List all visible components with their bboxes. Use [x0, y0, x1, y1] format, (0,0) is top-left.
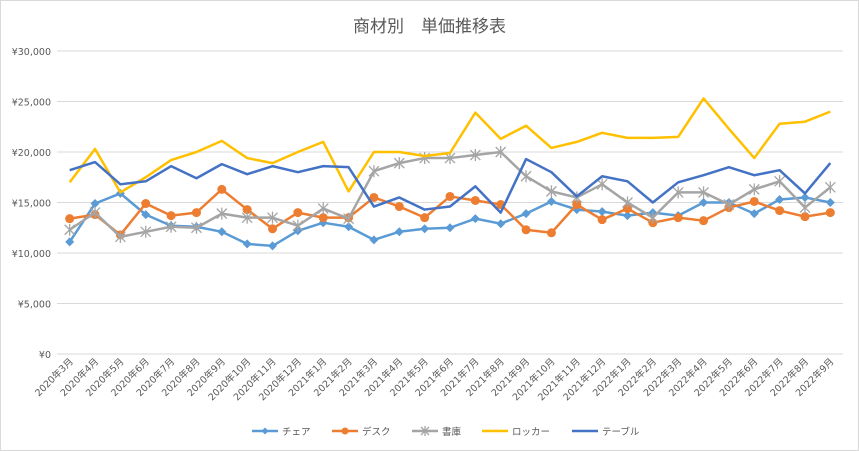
- data-point: [672, 186, 684, 199]
- data-point: [292, 219, 304, 232]
- data-point: [89, 206, 101, 219]
- data-point: [622, 204, 632, 214]
- legend-label: ロッカー: [512, 427, 550, 438]
- data-point: [622, 211, 632, 221]
- data-point: [749, 209, 759, 219]
- data-point: [393, 157, 405, 170]
- data-point: [723, 198, 735, 211]
- data-point: [318, 213, 328, 223]
- data-point: [216, 207, 228, 220]
- data-point: [596, 178, 608, 191]
- legend-marker: [261, 427, 269, 435]
- y-tick-label: ¥10,000: [12, 249, 51, 260]
- legend-marker: [341, 427, 349, 435]
- data-point: [166, 211, 176, 221]
- data-point: [217, 184, 227, 194]
- data-point: [546, 196, 556, 206]
- y-tick-label: ¥25,000: [12, 98, 51, 109]
- data-point: [140, 225, 152, 238]
- data-point: [217, 227, 227, 237]
- y-tick-label: ¥5,000: [18, 300, 51, 311]
- data-point: [242, 205, 252, 215]
- data-point: [774, 175, 786, 188]
- data-point: [698, 186, 710, 199]
- data-point: [445, 223, 455, 233]
- data-point: [749, 196, 759, 206]
- data-point: [344, 222, 354, 232]
- data-point: [165, 220, 177, 233]
- y-tick-label: ¥15,000: [12, 199, 51, 210]
- y-tick-label: ¥0: [39, 350, 51, 361]
- data-point: [268, 224, 278, 234]
- data-point: [420, 213, 430, 223]
- data-point: [64, 223, 76, 236]
- legend-label: テーブル: [602, 426, 640, 438]
- legend-label: チェア: [282, 427, 311, 438]
- data-point: [293, 208, 303, 218]
- data-point: [520, 170, 532, 183]
- data-point: [469, 149, 481, 162]
- data-point: [775, 206, 785, 216]
- data-point: [267, 211, 278, 224]
- data-point: [800, 212, 810, 222]
- data-point: [699, 198, 709, 207]
- data-point: [394, 202, 404, 212]
- legend-label: 書庫: [442, 426, 462, 438]
- chart-title: 商材別 単価推移表: [353, 17, 506, 37]
- data-point: [268, 241, 278, 251]
- data-point: [545, 185, 557, 198]
- series-line-0: [68, 192, 831, 248]
- data-point: [445, 191, 455, 201]
- data-point: [622, 196, 633, 209]
- data-point: [369, 235, 379, 245]
- legend-label: デスク: [362, 426, 391, 438]
- data-point: [141, 210, 151, 220]
- data-point: [114, 230, 126, 243]
- data-point: [775, 194, 785, 204]
- data-point: [824, 181, 836, 194]
- data-point: [699, 216, 709, 226]
- data-point: [572, 200, 582, 210]
- series-line-4: [69, 157, 832, 214]
- data-point: [470, 195, 480, 205]
- data-point: [521, 225, 531, 235]
- data-point: [800, 192, 810, 202]
- data-point: [597, 215, 607, 225]
- legend-marker: [420, 426, 430, 436]
- data-point: [470, 214, 480, 224]
- data-point: [597, 207, 607, 217]
- data-point: [65, 237, 75, 247]
- data-point: [368, 165, 380, 178]
- data-point: [825, 208, 835, 218]
- data-point: [521, 209, 531, 219]
- data-point: [191, 208, 201, 218]
- data-point: [825, 198, 835, 207]
- data-point: [496, 219, 506, 229]
- data-point: [647, 211, 659, 224]
- data-point: [242, 239, 252, 249]
- data-point: [317, 202, 329, 215]
- data-point: [546, 228, 556, 238]
- series-line-3: [68, 97, 831, 194]
- data-point: [190, 221, 202, 234]
- data-point: [343, 212, 355, 225]
- y-tick-label: ¥20,000: [12, 148, 51, 159]
- y-tick-label: ¥30,000: [12, 47, 51, 58]
- data-point: [65, 214, 75, 224]
- data-point: [673, 213, 683, 223]
- data-point: [799, 201, 811, 214]
- data-point: [420, 224, 430, 234]
- data-point: [495, 146, 507, 158]
- data-point: [748, 183, 760, 196]
- data-point: [141, 199, 151, 209]
- data-point: [394, 227, 404, 237]
- data-point: [369, 192, 379, 202]
- data-point: [90, 199, 100, 209]
- data-point: [241, 211, 253, 224]
